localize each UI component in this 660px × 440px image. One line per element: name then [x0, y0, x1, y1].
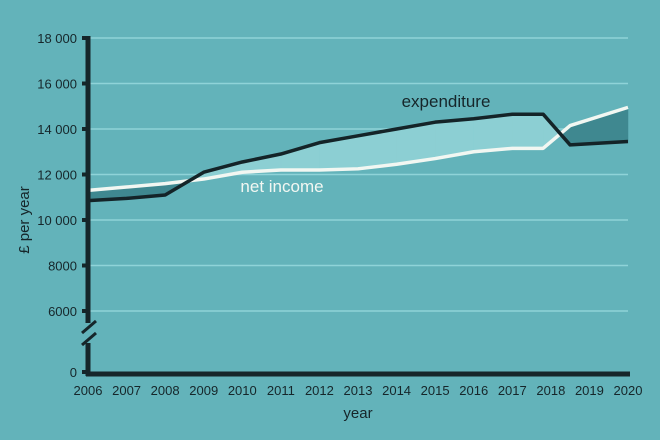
y-ticks: 0 6000 8000 10 000 12 000 14 000 16 000 18 000: [37, 31, 88, 380]
y-tick-label: 18 000: [37, 31, 77, 46]
net-income-label: net income: [240, 177, 323, 196]
x-axis-title: year: [343, 405, 372, 422]
x-tick-label: 2011: [267, 383, 295, 398]
expenditure-excess-fill: [473, 113, 513, 153]
y-tick-label: 12 000: [37, 168, 77, 183]
x-tick-label: 2006: [74, 383, 103, 398]
y-tick-label: 10 000: [37, 213, 77, 228]
axis-break-mark-2: [81, 331, 97, 347]
x-tick-label: 2015: [421, 383, 450, 398]
difference-fills: [87, 107, 629, 201]
x-tick-label: 2008: [151, 383, 180, 398]
x-tick-label: 2009: [189, 383, 218, 398]
x-tick-label: 2016: [459, 383, 488, 398]
net-income-line: [87, 105, 629, 193]
expenditure-line: [87, 112, 629, 203]
x-tick-label: 2007: [112, 383, 141, 398]
x-tick-label: 2020: [614, 383, 643, 398]
x-tick-label: 2017: [498, 383, 527, 398]
x-tick-label: 2012: [305, 383, 334, 398]
x-tick-label: 2014: [382, 383, 411, 398]
x-tick-label: 2013: [344, 383, 373, 398]
series-lines: [87, 105, 629, 203]
x-ticks: 2006 2007 2008 2009 2010 2011 2012 2013 2014 2015…: [74, 383, 643, 398]
x-tick-label: 2019: [575, 383, 604, 398]
income-excess-fill: [569, 107, 629, 146]
axes: [81, 36, 630, 377]
y-tick-label: 0: [70, 365, 77, 380]
axis-break-mark-1: [81, 319, 97, 335]
y-tick-label: 6000: [48, 304, 77, 319]
y-axis-title: £ per year: [16, 186, 33, 254]
gridlines: [90, 37, 628, 312]
expenditure-label: expenditure: [402, 92, 491, 111]
y-tick-label: 14 000: [37, 122, 77, 137]
x-tick-label: 2010: [228, 383, 257, 398]
x-tick-label: 2018: [536, 383, 565, 398]
expenditure-excess-fill: [512, 113, 544, 149]
y-tick-label: 8000: [48, 259, 77, 274]
y-tick-label: 16 000: [37, 77, 77, 92]
